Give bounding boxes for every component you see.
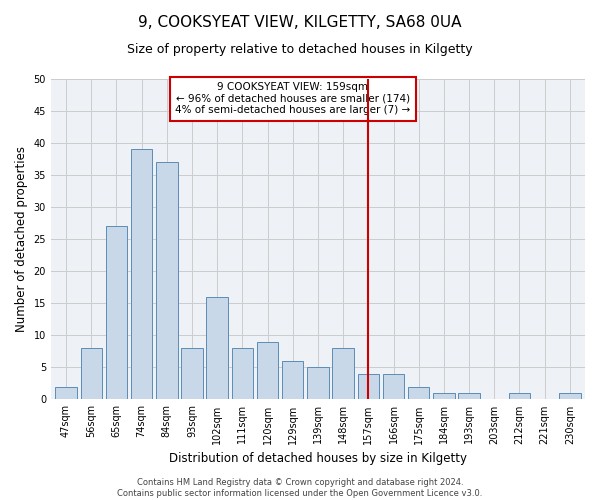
Bar bbox=[206, 297, 228, 400]
Bar bbox=[282, 361, 304, 400]
Bar bbox=[358, 374, 379, 400]
Text: 9, COOKSYEAT VIEW, KILGETTY, SA68 0UA: 9, COOKSYEAT VIEW, KILGETTY, SA68 0UA bbox=[138, 15, 462, 30]
Text: Size of property relative to detached houses in Kilgetty: Size of property relative to detached ho… bbox=[127, 42, 473, 56]
Bar bbox=[106, 226, 127, 400]
Bar bbox=[383, 374, 404, 400]
Bar bbox=[433, 393, 455, 400]
X-axis label: Distribution of detached houses by size in Kilgetty: Distribution of detached houses by size … bbox=[169, 452, 467, 465]
Bar bbox=[307, 368, 329, 400]
Text: Contains HM Land Registry data © Crown copyright and database right 2024.
Contai: Contains HM Land Registry data © Crown c… bbox=[118, 478, 482, 498]
Bar bbox=[559, 393, 581, 400]
Bar bbox=[257, 342, 278, 400]
Bar bbox=[332, 348, 354, 400]
Bar bbox=[232, 348, 253, 400]
Bar bbox=[408, 386, 430, 400]
Bar bbox=[458, 393, 480, 400]
Bar bbox=[80, 348, 102, 400]
Bar bbox=[156, 162, 178, 400]
Text: 9 COOKSYEAT VIEW: 159sqm
← 96% of detached houses are smaller (174)
4% of semi-d: 9 COOKSYEAT VIEW: 159sqm ← 96% of detach… bbox=[175, 82, 410, 116]
Bar bbox=[509, 393, 530, 400]
Y-axis label: Number of detached properties: Number of detached properties bbox=[15, 146, 28, 332]
Bar bbox=[131, 150, 152, 400]
Bar bbox=[181, 348, 203, 400]
Bar bbox=[55, 386, 77, 400]
